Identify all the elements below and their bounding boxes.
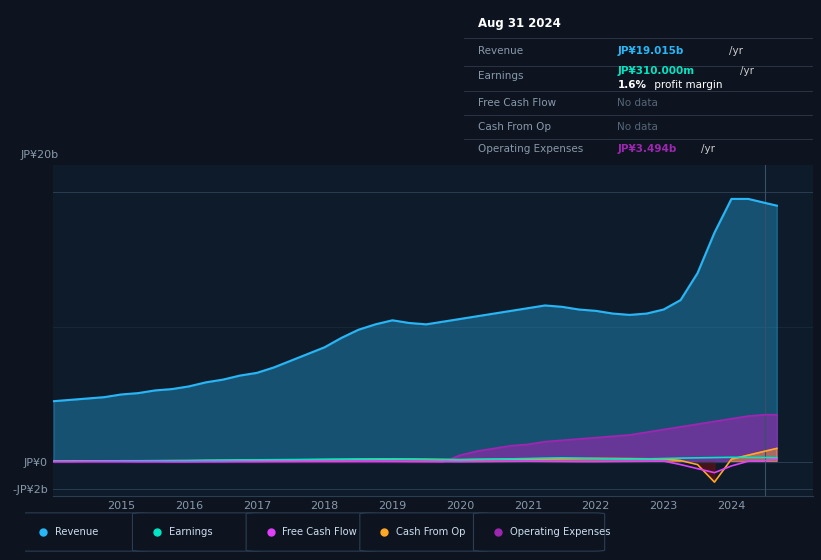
Text: JP¥20b: JP¥20b: [21, 150, 58, 160]
Text: Free Cash Flow: Free Cash Flow: [282, 527, 357, 537]
Text: Cash From Op: Cash From Op: [396, 527, 466, 537]
FancyBboxPatch shape: [246, 513, 378, 551]
Text: Cash From Op: Cash From Op: [478, 122, 551, 132]
Text: /yr: /yr: [740, 66, 754, 76]
Text: Revenue: Revenue: [478, 46, 523, 56]
Text: No data: No data: [617, 98, 658, 108]
Text: No data: No data: [617, 122, 658, 132]
Text: Earnings: Earnings: [478, 72, 523, 82]
FancyBboxPatch shape: [360, 513, 491, 551]
Text: Free Cash Flow: Free Cash Flow: [478, 98, 556, 108]
Text: JP¥3.494b: JP¥3.494b: [617, 144, 677, 154]
FancyBboxPatch shape: [474, 513, 604, 551]
Text: Aug 31 2024: Aug 31 2024: [478, 17, 561, 30]
Text: JP¥19.015b: JP¥19.015b: [617, 46, 684, 56]
Text: Revenue: Revenue: [55, 527, 99, 537]
Text: /yr: /yr: [701, 144, 715, 154]
Text: /yr: /yr: [729, 46, 743, 56]
Text: Operating Expenses: Operating Expenses: [510, 527, 610, 537]
Text: 1.6%: 1.6%: [617, 81, 646, 90]
Text: JP¥310.000m: JP¥310.000m: [617, 66, 695, 76]
FancyBboxPatch shape: [132, 513, 264, 551]
Text: Operating Expenses: Operating Expenses: [478, 144, 583, 154]
Text: Earnings: Earnings: [168, 527, 213, 537]
Text: profit margin: profit margin: [650, 81, 722, 90]
FancyBboxPatch shape: [19, 513, 150, 551]
